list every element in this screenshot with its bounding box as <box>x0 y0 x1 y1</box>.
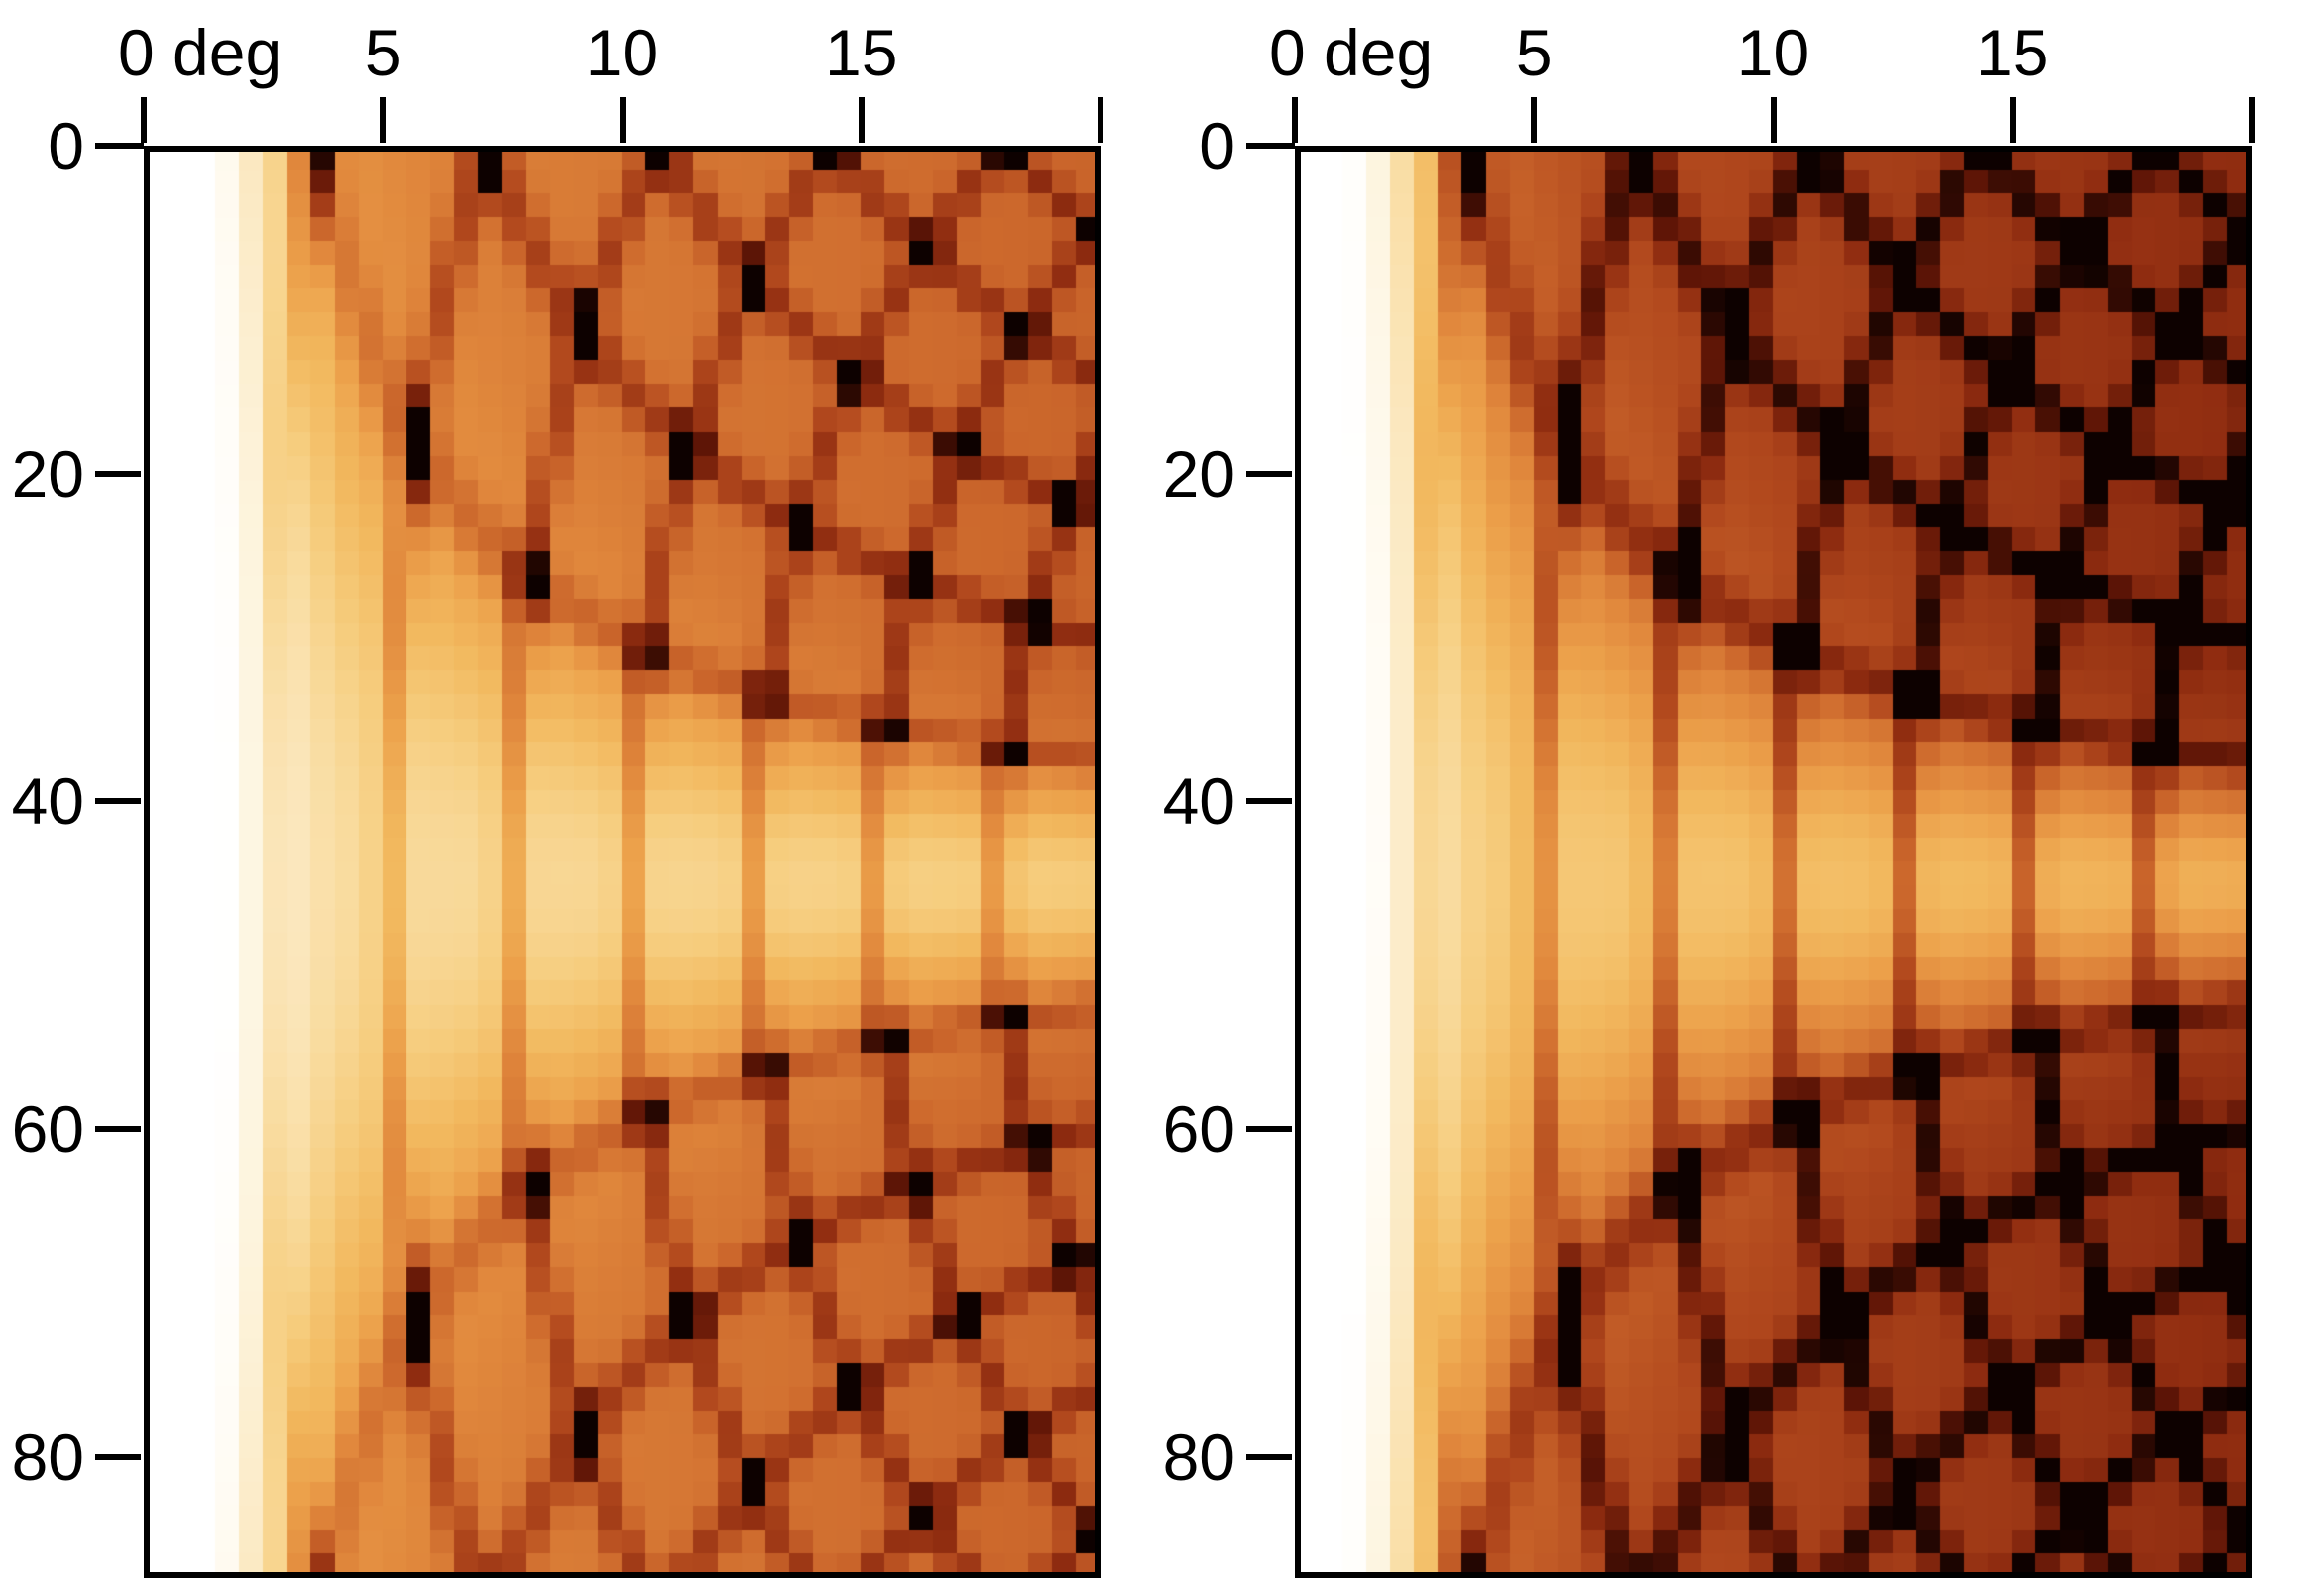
x-tick-label: 0 deg <box>118 16 283 89</box>
x-tick <box>858 97 865 143</box>
y-tick-label: 40 <box>1162 764 1235 839</box>
y-tick-label: 0 <box>1199 109 1235 182</box>
x-tick <box>1770 97 1777 143</box>
y-tick-label: 60 <box>11 1091 84 1166</box>
x-tick-label: 15 <box>825 16 898 89</box>
x-tick <box>141 97 147 143</box>
x-tick-label: 5 <box>1515 16 1553 89</box>
heatmap-image-right <box>1295 146 2252 1578</box>
y-tick <box>95 1125 141 1132</box>
y-tick-label: 20 <box>1162 436 1235 511</box>
heatmap-image-left <box>144 146 1101 1578</box>
x-tick-label: 10 <box>1736 16 1810 89</box>
x-tick <box>380 97 387 143</box>
x-tick <box>1531 97 1538 143</box>
y-tick-label: 80 <box>1162 1420 1235 1494</box>
y-tick <box>1246 143 1292 149</box>
x-tick <box>619 97 626 143</box>
y-tick <box>95 143 141 149</box>
x-tick-label: 0 deg <box>1269 16 1434 89</box>
x-tick <box>2009 97 2016 143</box>
x-tick-label: 5 <box>364 16 402 89</box>
y-tick-label: 60 <box>1162 1091 1235 1166</box>
x-tick-label: 10 <box>585 16 659 89</box>
x-tick-label: 15 <box>1976 16 2049 89</box>
y-tick <box>1246 798 1292 805</box>
y-tick-label: 0 <box>48 109 84 182</box>
y-tick-label: 40 <box>11 764 84 839</box>
x-tick <box>1098 97 1103 143</box>
y-tick-label: 20 <box>11 436 84 511</box>
y-tick-label: 80 <box>11 1420 84 1494</box>
x-tick <box>1292 97 1298 143</box>
x-tick <box>2249 97 2255 143</box>
y-tick <box>1246 1125 1292 1132</box>
y-tick <box>1246 470 1292 477</box>
y-tick <box>95 798 141 805</box>
y-tick <box>95 1453 141 1460</box>
y-tick <box>1246 1453 1292 1460</box>
y-tick <box>95 470 141 477</box>
